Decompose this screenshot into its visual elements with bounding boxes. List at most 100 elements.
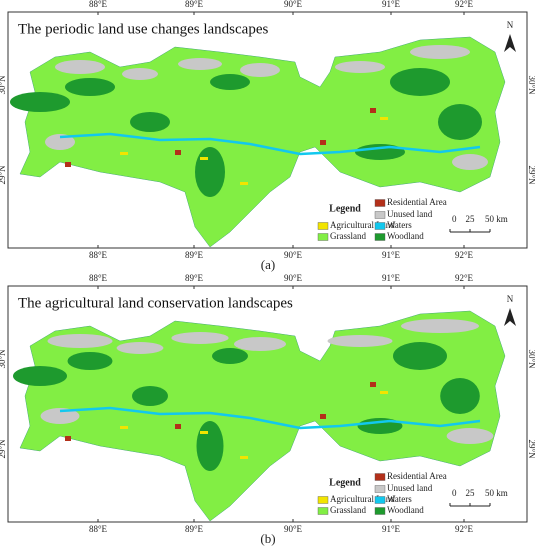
latitude-label: 30°N bbox=[527, 349, 535, 369]
agricultural-patch bbox=[120, 152, 128, 155]
longitude-label: 89°E bbox=[185, 524, 204, 534]
unused-land-patch bbox=[40, 408, 80, 424]
woodland-patch bbox=[196, 421, 224, 471]
agricultural-patch bbox=[380, 117, 388, 120]
legend-swatch bbox=[317, 496, 329, 504]
map-panel: 88°E 88°E 89°E 89°E 90°E 90°E 91°E 91°E 92°E 92°E… bbox=[0, 273, 535, 546]
scale-label: 25 bbox=[466, 214, 476, 224]
woodland-patch bbox=[355, 144, 405, 160]
longitude-label: 92°E bbox=[455, 250, 474, 260]
latitude-label: 30°N bbox=[527, 75, 535, 95]
north-label: N bbox=[507, 20, 514, 30]
legend-label: Agricultural Land bbox=[330, 494, 395, 504]
woodland-patch bbox=[132, 386, 168, 406]
longitude-label: 89°E bbox=[185, 250, 204, 260]
north-arrow bbox=[504, 34, 516, 52]
legend-swatch bbox=[374, 233, 386, 241]
longitude-label: 88°E bbox=[89, 524, 108, 534]
unused-land-patch bbox=[335, 61, 385, 73]
unused-land-patch bbox=[410, 45, 470, 59]
longitude-label: 92°E bbox=[455, 524, 474, 534]
longitude-label: 90°E bbox=[284, 250, 303, 260]
unused-land-patch bbox=[116, 342, 164, 354]
agricultural-patch bbox=[240, 182, 248, 185]
panel-caption: (b) bbox=[260, 531, 275, 546]
longitude-label: 89°E bbox=[185, 273, 204, 283]
latitude-label: 29°N bbox=[0, 165, 7, 185]
panel-caption: (a) bbox=[261, 257, 275, 272]
legend-title: Legend bbox=[329, 203, 361, 214]
panel-title: The periodic land use changes landscapes bbox=[18, 21, 268, 37]
unused-land-patch bbox=[47, 334, 113, 348]
legend-label: Woodland bbox=[387, 231, 424, 241]
legend-label: Unused land bbox=[387, 209, 433, 219]
agricultural-patch bbox=[240, 456, 248, 459]
longitude-label: 88°E bbox=[89, 273, 108, 283]
panel-title: The agricultural land conservation lands… bbox=[18, 295, 293, 311]
longitude-label: 92°E bbox=[455, 273, 474, 283]
legend-label: Grassland bbox=[330, 505, 366, 515]
latitude-label: 29°N bbox=[527, 165, 535, 185]
unused-land-patch bbox=[234, 337, 286, 351]
legend-label: Agricultural Land bbox=[330, 220, 395, 230]
legend-swatch bbox=[374, 222, 386, 230]
latitude-label: 30°N bbox=[0, 349, 7, 369]
legend-label: Unused land bbox=[387, 483, 433, 493]
longitude-label: 91°E bbox=[382, 0, 401, 9]
longitude-label: 88°E bbox=[89, 250, 108, 260]
longitude-label: 91°E bbox=[382, 273, 401, 283]
agricultural-patch bbox=[120, 426, 128, 429]
woodland-patch bbox=[195, 147, 225, 197]
latitude-label: 30°N bbox=[0, 75, 7, 95]
residential-patch bbox=[320, 140, 326, 145]
river bbox=[59, 132, 481, 156]
residential-patch bbox=[370, 108, 376, 113]
land-area bbox=[19, 36, 506, 248]
legend-swatch bbox=[374, 507, 386, 515]
legend-title: Legend bbox=[329, 477, 361, 488]
legend-label: Grassland bbox=[330, 231, 366, 241]
map-panel: 88°E 88°E 89°E 89°E 90°E 90°E 91°E 91°E 92°E 92°E… bbox=[0, 0, 535, 272]
land-area bbox=[19, 310, 506, 522]
unused-land-patch bbox=[401, 319, 479, 333]
scale-label: 25 bbox=[466, 488, 476, 498]
legend-swatch bbox=[374, 496, 386, 504]
residential-patch bbox=[175, 150, 181, 155]
unused-land-patch bbox=[178, 58, 222, 70]
north-label: N bbox=[507, 294, 514, 304]
woodland-patch bbox=[13, 366, 67, 386]
longitude-label: 89°E bbox=[185, 0, 204, 9]
legend-label: Residential Area bbox=[387, 471, 447, 481]
woodland-patch bbox=[65, 78, 115, 96]
legend-swatch bbox=[317, 222, 329, 230]
unused-land-patch bbox=[171, 332, 229, 344]
unused-land-patch bbox=[45, 134, 75, 150]
unused-land-patch bbox=[452, 154, 488, 170]
woodland-patch bbox=[393, 342, 447, 370]
legend-label: Waters bbox=[387, 494, 412, 504]
latitude-label: 29°N bbox=[0, 439, 7, 459]
longitude-label: 91°E bbox=[382, 524, 401, 534]
residential-patch bbox=[65, 162, 71, 167]
legend-label: Waters bbox=[387, 220, 412, 230]
unused-land-patch bbox=[55, 60, 105, 74]
scale-label: 50 km bbox=[485, 488, 508, 498]
legend-swatch bbox=[374, 485, 386, 493]
woodland-patch bbox=[67, 352, 113, 370]
legend-swatch bbox=[317, 507, 329, 515]
woodland-patch bbox=[438, 104, 482, 140]
longitude-label: 91°E bbox=[382, 250, 401, 260]
residential-patch bbox=[370, 382, 376, 387]
longitude-label: 90°E bbox=[284, 524, 303, 534]
longitude-label: 88°E bbox=[89, 0, 108, 9]
woodland-patch bbox=[440, 378, 480, 414]
scale-label: 50 km bbox=[485, 214, 508, 224]
longitude-label: 92°E bbox=[455, 0, 474, 9]
legend-swatch bbox=[374, 473, 386, 481]
legend-swatch bbox=[317, 233, 329, 241]
woodland-patch bbox=[10, 92, 70, 112]
longitude-label: 90°E bbox=[284, 0, 303, 9]
legend-label: Residential Area bbox=[387, 197, 447, 207]
residential-patch bbox=[65, 436, 71, 441]
